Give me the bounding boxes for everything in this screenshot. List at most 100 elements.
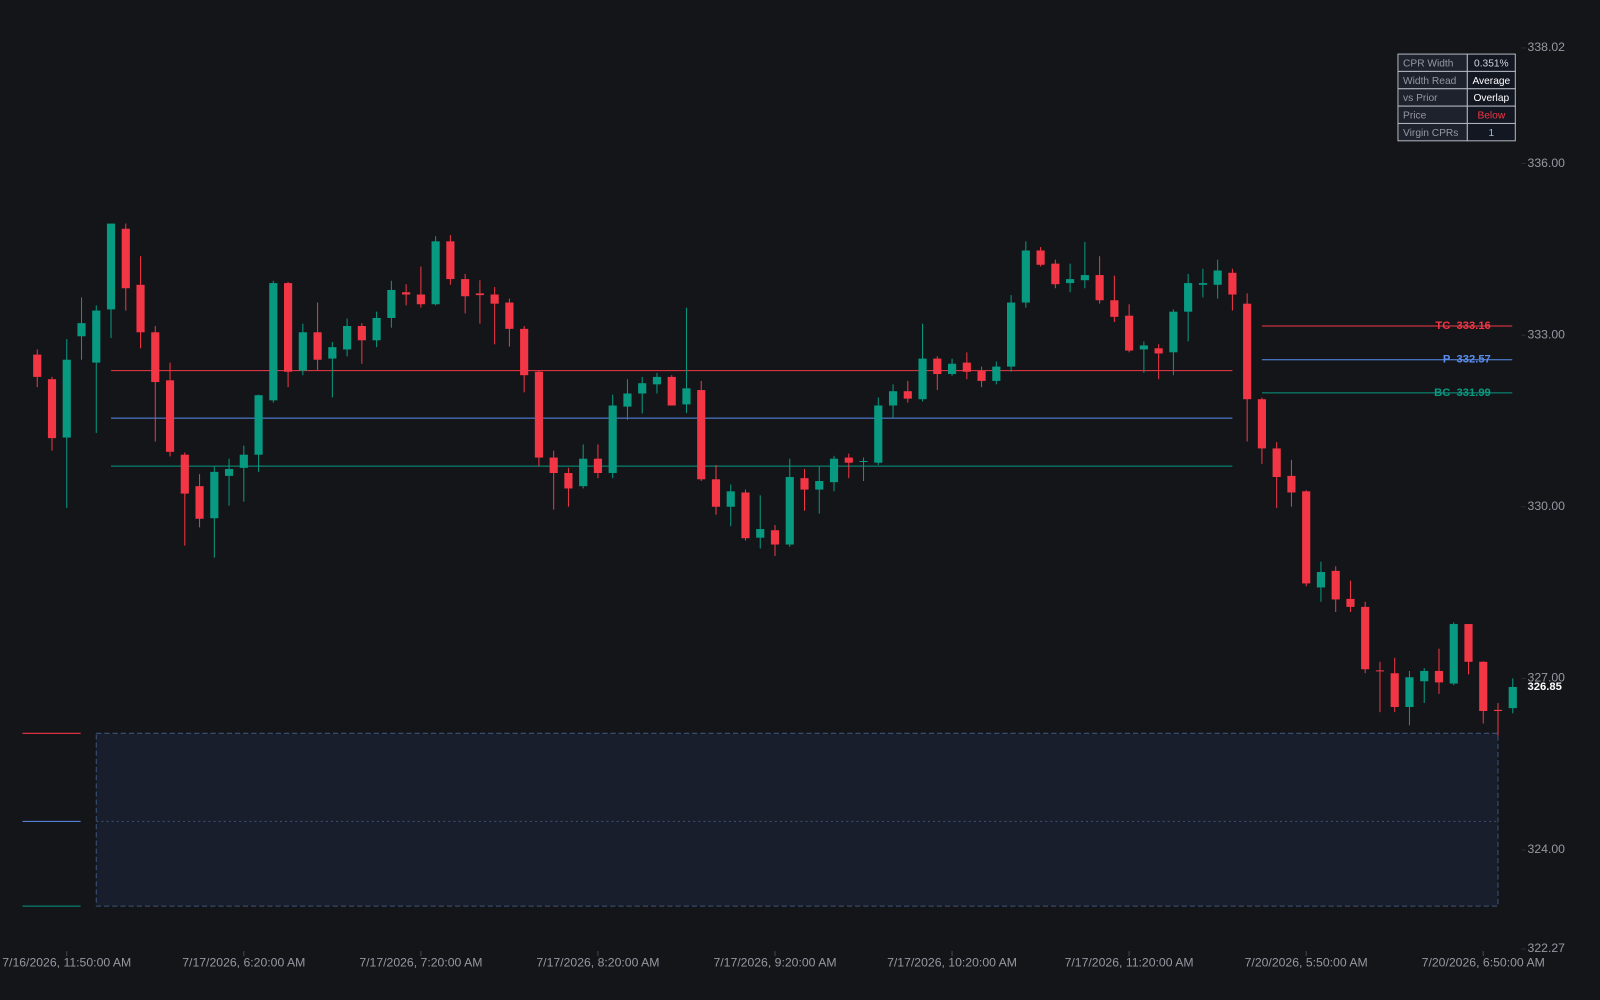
candle-body xyxy=(1198,283,1207,285)
virgin-cpr-zone xyxy=(95,732,1499,907)
candle-body xyxy=(461,279,470,297)
candle-body xyxy=(1154,348,1163,354)
candle-body xyxy=(343,325,352,350)
candle-body xyxy=(1316,571,1326,588)
candle-body xyxy=(1125,315,1134,351)
candle-body xyxy=(1036,250,1045,265)
candle-body xyxy=(180,454,189,494)
candle-body xyxy=(1464,624,1473,662)
table-value: Below xyxy=(1477,111,1505,122)
x-tick-label: 7/17/2026, 6:20:00 AM xyxy=(182,955,305,969)
candle-body xyxy=(239,454,248,468)
candle-body xyxy=(402,292,411,295)
y-tick-label: 336.00 xyxy=(1528,156,1566,170)
candle-body xyxy=(1390,673,1399,707)
candle-body xyxy=(1139,345,1148,350)
table-cell xyxy=(1466,122,1516,142)
candle-body xyxy=(770,530,780,545)
candle-body xyxy=(284,283,293,372)
candle-body xyxy=(1508,686,1517,709)
candle-body xyxy=(844,457,853,463)
candle-body xyxy=(549,457,558,474)
candle-body xyxy=(357,325,366,341)
table-label: Width Read xyxy=(1403,76,1457,87)
cpr-level-label: P 332.57 xyxy=(1443,354,1491,366)
candle-body xyxy=(652,376,662,385)
candle-body xyxy=(564,473,573,489)
cpr-level-value: 331.99 xyxy=(1456,387,1490,399)
candle-body xyxy=(1302,491,1311,584)
candle-body xyxy=(1361,606,1370,670)
table-label: Price xyxy=(1403,111,1427,122)
y-tick-label: 330.00 xyxy=(1528,499,1566,513)
candle-body xyxy=(726,491,735,507)
candle-body xyxy=(711,479,721,507)
candle-body xyxy=(490,294,499,304)
candle-body xyxy=(328,347,337,359)
candle-body xyxy=(1110,300,1119,317)
x-tick-label: 7/17/2026, 8:20:00 AM xyxy=(536,955,659,969)
candle-body xyxy=(874,405,883,463)
candle-body xyxy=(933,358,942,375)
candle-body xyxy=(1346,598,1355,607)
candle-body xyxy=(534,371,543,458)
candle-body xyxy=(1434,670,1444,683)
candle-body xyxy=(815,481,824,490)
cpr-level-value: 332.57 xyxy=(1456,354,1490,366)
candle-body xyxy=(47,379,57,439)
candle-body xyxy=(1007,302,1016,367)
candle-body xyxy=(859,460,868,463)
candle-body xyxy=(593,458,603,474)
x-tick-label: 7/20/2026, 5:50:00 AM xyxy=(1245,955,1368,969)
y-tick-label: 338.02 xyxy=(1528,40,1566,54)
candle-body xyxy=(92,310,101,363)
candle-body xyxy=(372,317,381,341)
candle-body xyxy=(579,458,588,487)
table-label: vs Prior xyxy=(1403,93,1438,104)
candle-body xyxy=(195,486,204,519)
cpr-level-label: TC 333.16 xyxy=(1435,320,1490,332)
candle-body xyxy=(1272,448,1281,478)
table-label: CPR Width xyxy=(1403,58,1453,69)
candle-body xyxy=(520,328,529,376)
candle-body xyxy=(1243,303,1252,400)
candle-body xyxy=(608,405,617,474)
candle-body xyxy=(254,395,263,455)
candle-body xyxy=(1095,275,1104,301)
cpr-level-value: 333.16 xyxy=(1456,320,1490,332)
candle-body xyxy=(1021,250,1030,303)
table-value: Average xyxy=(1472,76,1510,87)
candle-body xyxy=(475,293,484,296)
candle-body xyxy=(313,332,322,360)
candle-body xyxy=(697,390,706,480)
candle-body xyxy=(1051,263,1060,285)
candle-body xyxy=(151,332,160,383)
cpr-level-label: BC 331.99 xyxy=(1434,387,1491,399)
candle-body xyxy=(1405,677,1414,707)
candle-body xyxy=(505,302,514,329)
candle-body xyxy=(1375,670,1385,672)
candle-body xyxy=(638,383,647,394)
candle-body xyxy=(888,391,898,406)
candle-body xyxy=(106,223,116,310)
y-tick-label: 324.00 xyxy=(1528,842,1566,856)
candle-body xyxy=(1169,311,1178,353)
candle-body xyxy=(224,469,234,476)
candle-body xyxy=(136,284,145,333)
x-tick-label: 7/17/2026, 7:20:00 AM xyxy=(359,955,482,969)
candle-body xyxy=(903,391,912,399)
x-tick-label: 7/17/2026, 9:20:00 AM xyxy=(713,955,836,969)
y-tick-label: 322.27 xyxy=(1528,941,1566,955)
x-tick-label: 7/16/2026, 11:50:00 AM xyxy=(2,955,131,969)
candle-body xyxy=(1080,275,1089,281)
candle-body xyxy=(77,323,86,337)
y-tick-label: 327.00 xyxy=(1528,671,1566,685)
x-tick-label: 7/20/2026, 6:50:00 AM xyxy=(1422,955,1545,969)
candle-body xyxy=(829,458,839,483)
cpr-level-name: TC xyxy=(1435,320,1450,332)
candle-body xyxy=(1066,279,1075,284)
candle-body xyxy=(667,376,676,406)
